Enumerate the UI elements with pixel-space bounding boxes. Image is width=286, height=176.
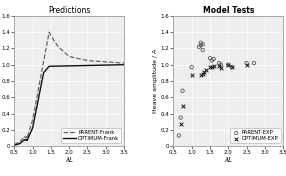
X-axis label: λL: λL — [224, 157, 232, 163]
Line: PARENT-Frank: PARENT-Frank — [14, 32, 124, 144]
OPTIMUM-EXP — [226, 63, 231, 66]
Legend: PARENT-EXP, OPTIMUM-EXP: PARENT-EXP, OPTIMUM-EXP — [230, 128, 281, 143]
Line: OPTIMUM-Frank: OPTIMUM-Frank — [14, 65, 124, 145]
PARENT-Frank — [122, 62, 126, 64]
PARENT-Frank — [47, 31, 51, 33]
OPTIMUM-EXP — [208, 66, 212, 68]
PARENT-EXP — [178, 116, 183, 119]
PARENT-EXP — [198, 41, 203, 44]
OPTIMUM-EXP — [219, 67, 223, 69]
OPTIMUM-EXP — [204, 69, 208, 72]
Legend: PARENT-Frank, OPTIMUM-Frank: PARENT-Frank, OPTIMUM-Frank — [61, 128, 121, 143]
OPTIMUM-Frank — [95, 64, 99, 66]
OPTIMUM-EXP — [217, 65, 221, 68]
OPTIMUM-EXP — [202, 71, 207, 73]
PARENT-EXP — [244, 62, 249, 64]
Title: Model Tests: Model Tests — [202, 6, 254, 15]
PARENT-EXP — [219, 63, 223, 66]
PARENT-Frank — [32, 113, 35, 115]
PARENT-Frank — [13, 143, 16, 146]
PARENT-EXP — [252, 62, 256, 64]
OPTIMUM-Frank — [77, 65, 81, 67]
OPTIMUM-EXP — [210, 66, 214, 68]
OPTIMUM-EXP — [211, 65, 216, 68]
Title: Predictions: Predictions — [48, 6, 90, 15]
PARENT-EXP — [189, 66, 194, 68]
OPTIMUM-Frank — [41, 77, 44, 79]
OPTIMUM-EXP — [198, 74, 203, 77]
OPTIMUM-EXP — [178, 123, 183, 125]
PARENT-EXP — [198, 44, 203, 47]
PARENT-EXP — [217, 62, 221, 64]
PARENT-Frank — [41, 66, 44, 68]
OPTIMUM-EXP — [244, 63, 249, 66]
PARENT-EXP — [177, 134, 181, 137]
PARENT-Frank — [78, 58, 81, 60]
OPTIMUM-Frank — [122, 64, 126, 66]
PARENT-EXP — [211, 58, 216, 60]
OPTIMUM-Frank — [62, 65, 66, 67]
OPTIMUM-EXP — [189, 74, 194, 77]
OPTIMUM-EXP — [180, 105, 185, 108]
PARENT-Frank — [96, 60, 99, 62]
X-axis label: λL: λL — [65, 157, 73, 163]
PARENT-Frank — [62, 51, 66, 53]
PARENT-EXP — [180, 89, 185, 92]
OPTIMUM-EXP — [200, 73, 205, 76]
PARENT-EXP — [200, 43, 205, 46]
PARENT-EXP — [208, 57, 212, 59]
PARENT-EXP — [230, 66, 234, 68]
PARENT-EXP — [210, 59, 214, 62]
PARENT-EXP — [197, 45, 201, 48]
OPTIMUM-Frank — [32, 121, 35, 124]
PARENT-EXP — [226, 63, 231, 66]
Y-axis label: Heave amplitude / A: Heave amplitude / A — [153, 49, 158, 113]
OPTIMUM-Frank — [13, 144, 16, 146]
OPTIMUM-EXP — [230, 66, 234, 68]
PARENT-EXP — [200, 49, 205, 51]
PARENT-Frank — [86, 59, 90, 62]
OPTIMUM-Frank — [86, 64, 89, 67]
